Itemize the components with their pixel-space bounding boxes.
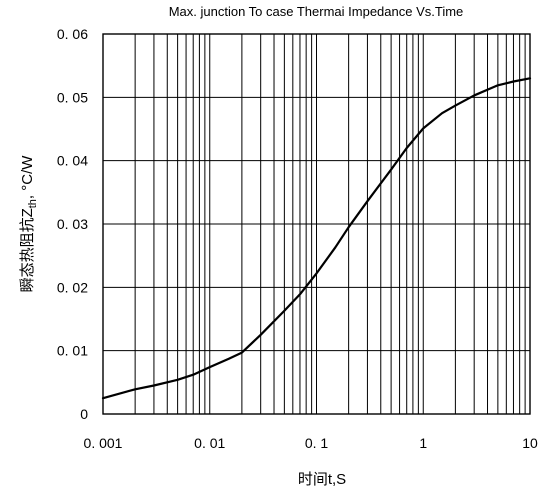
- grid-lines: [102, 33, 530, 415]
- y-tick-labels: 0 0. 01 0. 02 0. 03 0. 04 0. 05 0. 06: [57, 26, 88, 422]
- x-tick-label: 10: [522, 435, 538, 451]
- chart-title: Max. junction To case Thermai Impedance …: [169, 4, 464, 19]
- y-tick-label: 0: [80, 406, 88, 422]
- x-tick-label: 0. 01: [194, 435, 225, 451]
- x-tick-labels: 0. 001 0. 01 0. 1 1 10: [84, 435, 538, 451]
- y-axis-label-suffix: , °C/W: [19, 155, 36, 199]
- y-axis-label-prefix: 瞬态热阻抗Z: [19, 208, 36, 292]
- y-axis-label: 瞬态热阻抗Zth, °C/W: [19, 155, 39, 293]
- y-axis-label-subscript: th: [27, 199, 39, 208]
- y-tick-label: 0. 01: [57, 343, 88, 359]
- y-tick-label: 0. 04: [57, 153, 88, 169]
- y-tick-label: 0. 06: [57, 26, 88, 42]
- plot-frame: [102, 33, 531, 415]
- x-tick-label: 1: [419, 435, 427, 451]
- y-tick-label: 0. 03: [57, 216, 88, 232]
- y-tick-label: 0. 05: [57, 89, 88, 105]
- x-tick-label: 0. 1: [305, 435, 329, 451]
- x-tick-label: 0. 001: [84, 435, 123, 451]
- y-tick-label: 0. 02: [57, 279, 88, 295]
- x-axis-label: 时间t,S: [298, 471, 346, 488]
- impedance-curve: [101, 77, 532, 400]
